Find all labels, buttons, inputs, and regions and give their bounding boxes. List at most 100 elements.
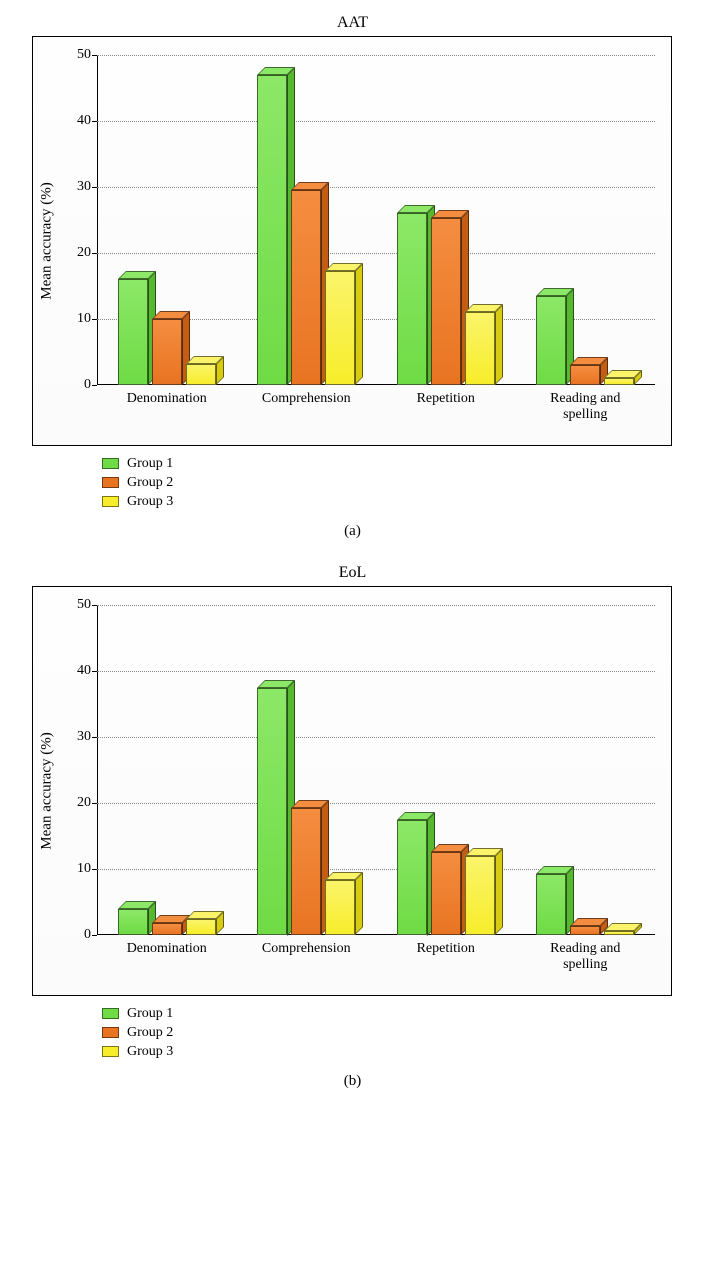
gridline bbox=[97, 605, 655, 606]
legend-label: Group 1 bbox=[127, 456, 173, 472]
gridline bbox=[97, 55, 655, 56]
legend-label: Group 2 bbox=[127, 1025, 173, 1041]
legend-item: Group 1 bbox=[102, 454, 677, 473]
bar-front bbox=[291, 808, 321, 935]
y-axis-line bbox=[97, 605, 98, 935]
bar-cluster bbox=[257, 688, 355, 936]
bar-side bbox=[355, 263, 363, 385]
page-root: AAT Mean accuracy (%) 01020304050Denomin… bbox=[0, 0, 705, 1272]
x-tick-label: Denomination bbox=[127, 935, 207, 957]
bar-side bbox=[495, 304, 503, 385]
panel-aat: AAT Mean accuracy (%) 01020304050Denomin… bbox=[28, 14, 677, 540]
gridline bbox=[97, 253, 655, 254]
plot-area-eol: 01020304050DenominationComprehensionRepe… bbox=[97, 605, 655, 935]
bar bbox=[570, 365, 600, 385]
gridline bbox=[97, 737, 655, 738]
bar-front bbox=[570, 365, 600, 385]
bar-front bbox=[431, 852, 461, 935]
x-tick-label: Denomination bbox=[127, 385, 207, 407]
legend-swatch bbox=[102, 1027, 119, 1038]
y-tick-label: 30 bbox=[77, 729, 97, 745]
legend-swatch bbox=[102, 458, 119, 469]
y-tick-label: 30 bbox=[77, 179, 97, 195]
chart-frame-aat: Mean accuracy (%) 01020304050Denominatio… bbox=[32, 36, 672, 446]
bar-front bbox=[604, 378, 634, 385]
bar bbox=[186, 364, 216, 385]
x-tick-label: Comprehension bbox=[262, 385, 351, 407]
bar-front bbox=[325, 880, 355, 935]
gridline bbox=[97, 803, 655, 804]
y-tick-label: 0 bbox=[84, 927, 97, 943]
bar-front bbox=[325, 271, 355, 385]
bar-front bbox=[118, 909, 148, 935]
bar bbox=[536, 874, 566, 935]
bar bbox=[397, 213, 427, 385]
legend-aat: Group 1 Group 2 Group 3 bbox=[102, 454, 677, 511]
x-tick-label: Comprehension bbox=[262, 935, 351, 957]
plot-area-aat: 01020304050DenominationComprehensionRepe… bbox=[97, 55, 655, 385]
legend-item: Group 3 bbox=[102, 492, 677, 511]
bar bbox=[604, 378, 634, 385]
bar-front bbox=[536, 874, 566, 935]
bar bbox=[570, 926, 600, 935]
panel-eol: EoL Mean accuracy (%) 01020304050Denomin… bbox=[28, 564, 677, 1090]
bar bbox=[325, 271, 355, 385]
y-tick-label: 50 bbox=[77, 597, 97, 613]
sub-caption-aat: (a) bbox=[28, 523, 677, 540]
legend-swatch bbox=[102, 496, 119, 507]
bar-front bbox=[152, 923, 182, 935]
bar-front bbox=[257, 688, 287, 936]
legend-swatch bbox=[102, 1046, 119, 1057]
legend-item: Group 1 bbox=[102, 1004, 677, 1023]
bar bbox=[431, 852, 461, 935]
bar bbox=[397, 820, 427, 936]
bar-side bbox=[355, 872, 363, 935]
bar bbox=[257, 688, 287, 936]
legend-eol: Group 1 Group 2 Group 3 bbox=[102, 1004, 677, 1061]
bar-front bbox=[465, 856, 495, 935]
bar-front bbox=[570, 926, 600, 935]
legend-swatch bbox=[102, 477, 119, 488]
bar-front bbox=[152, 319, 182, 385]
bar bbox=[118, 279, 148, 385]
y-axis-line bbox=[97, 55, 98, 385]
bar-cluster bbox=[257, 75, 355, 385]
bar bbox=[257, 75, 287, 385]
legend-label: Group 3 bbox=[127, 1044, 173, 1060]
legend-item: Group 2 bbox=[102, 1023, 677, 1042]
bar bbox=[291, 190, 321, 385]
bar bbox=[431, 218, 461, 385]
legend-label: Group 2 bbox=[127, 475, 173, 491]
sub-caption-eol: (b) bbox=[28, 1073, 677, 1090]
bar-cluster bbox=[536, 874, 634, 935]
legend-item: Group 2 bbox=[102, 473, 677, 492]
bar-front bbox=[431, 218, 461, 385]
bar bbox=[186, 919, 216, 935]
gridline bbox=[97, 187, 655, 188]
legend-swatch bbox=[102, 1008, 119, 1019]
bar-front bbox=[397, 213, 427, 385]
x-tick-label: Repetition bbox=[417, 935, 475, 957]
gridline bbox=[97, 121, 655, 122]
bar-front bbox=[291, 190, 321, 385]
y-tick-label: 10 bbox=[77, 861, 97, 877]
bar-front bbox=[186, 919, 216, 935]
x-tick-label: Repetition bbox=[417, 385, 475, 407]
gridline bbox=[97, 671, 655, 672]
legend-label: Group 3 bbox=[127, 494, 173, 510]
x-tick-label: Reading and spelling bbox=[550, 385, 620, 423]
bar-cluster bbox=[397, 820, 495, 936]
bar-front bbox=[257, 75, 287, 385]
bar bbox=[118, 909, 148, 935]
x-tick-label: Reading and spelling bbox=[550, 935, 620, 973]
bar bbox=[536, 296, 566, 385]
y-axis-title-eol: Mean accuracy (%) bbox=[39, 732, 56, 849]
legend-item: Group 3 bbox=[102, 1042, 677, 1061]
bar-front bbox=[186, 364, 216, 385]
y-tick-label: 0 bbox=[84, 377, 97, 393]
bar-front bbox=[397, 820, 427, 936]
y-axis-title-aat: Mean accuracy (%) bbox=[39, 182, 56, 299]
bar-cluster bbox=[397, 213, 495, 385]
y-tick-label: 50 bbox=[77, 47, 97, 63]
legend-label: Group 1 bbox=[127, 1006, 173, 1022]
